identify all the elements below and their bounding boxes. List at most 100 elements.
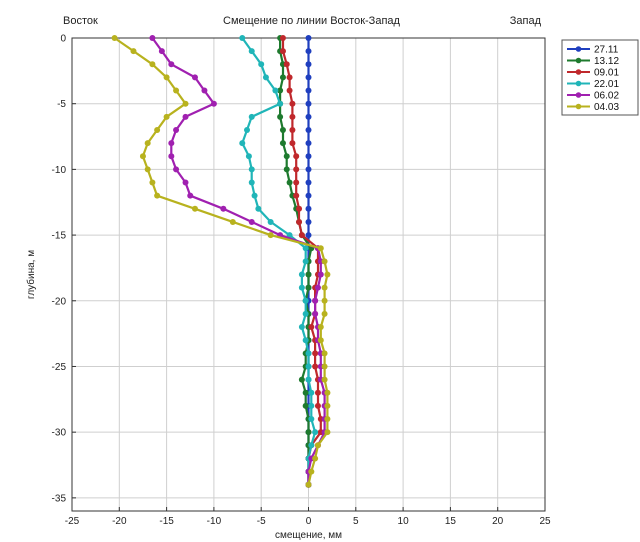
data-point <box>305 350 312 357</box>
data-point <box>312 350 319 357</box>
data-point <box>308 402 315 409</box>
data-point <box>248 218 255 225</box>
data-point <box>302 402 309 409</box>
data-point <box>149 61 156 68</box>
right-direction-label: Запад <box>510 15 542 27</box>
data-point <box>296 218 303 225</box>
legend-marker <box>575 80 582 87</box>
data-point <box>173 87 180 94</box>
x-tick-label: -15 <box>159 516 174 527</box>
x-tick-label: -10 <box>207 516 222 527</box>
data-point <box>286 179 293 186</box>
chart-title: Смещение по линии Восток-Запад <box>223 15 400 27</box>
data-point <box>191 74 198 81</box>
data-point <box>298 232 305 239</box>
data-point <box>317 337 324 344</box>
data-point <box>279 140 286 147</box>
data-point <box>302 245 309 252</box>
data-point <box>173 166 180 173</box>
data-point <box>248 179 255 186</box>
data-point <box>277 87 284 94</box>
data-point <box>305 192 312 199</box>
data-point <box>305 363 312 370</box>
y-tick-label: -20 <box>52 296 67 307</box>
y-axis-label: глубина, м <box>25 250 37 299</box>
data-point <box>293 166 300 173</box>
data-point <box>302 258 309 265</box>
x-tick-label: 20 <box>492 516 504 527</box>
data-point <box>154 126 161 133</box>
data-point <box>279 35 286 41</box>
data-point <box>258 61 265 68</box>
data-point <box>289 140 296 147</box>
series-3 <box>239 35 319 488</box>
data-point <box>111 35 118 41</box>
data-point <box>305 429 312 436</box>
data-point <box>168 153 175 160</box>
x-tick-label: -25 <box>65 516 80 527</box>
x-tick-label: 5 <box>353 516 359 527</box>
data-point <box>302 297 309 304</box>
data-point <box>324 429 331 436</box>
data-point <box>298 284 305 291</box>
data-point <box>321 297 328 304</box>
data-point <box>312 297 319 304</box>
data-point <box>139 153 146 160</box>
legend-marker <box>575 57 582 64</box>
x-tick-label: -20 <box>112 516 127 527</box>
data-point <box>262 74 269 81</box>
data-point <box>305 140 312 147</box>
data-point <box>154 192 161 199</box>
data-point <box>191 205 198 212</box>
legend-entry-label: 27.11 <box>594 45 619 56</box>
data-point <box>149 35 156 41</box>
data-point <box>279 48 286 55</box>
data-point <box>321 363 328 370</box>
data-point <box>308 389 315 396</box>
legend-entry-label: 13.12 <box>594 56 619 67</box>
data-point <box>305 100 312 107</box>
data-point <box>286 74 293 81</box>
data-point <box>305 35 312 41</box>
y-tick-label: -25 <box>52 362 67 373</box>
data-point <box>305 218 312 225</box>
data-point <box>312 455 319 462</box>
data-point <box>324 402 331 409</box>
data-point <box>168 61 175 68</box>
data-point <box>308 468 315 475</box>
data-point <box>251 192 258 199</box>
y-tick-label: -5 <box>57 99 66 110</box>
data-point <box>314 402 321 409</box>
data-point <box>220 205 227 212</box>
data-point <box>302 337 309 344</box>
data-point <box>308 324 315 331</box>
data-point <box>321 350 328 357</box>
data-point <box>305 481 312 488</box>
x-tick-label: 15 <box>445 516 457 527</box>
data-point <box>173 126 180 133</box>
data-point <box>239 140 246 147</box>
y-tick-label: 0 <box>60 34 66 45</box>
data-point <box>283 166 290 173</box>
data-point <box>289 113 296 120</box>
x-tick-label: -5 <box>257 516 266 527</box>
left-direction-label: Восток <box>63 15 98 27</box>
data-point <box>182 113 189 120</box>
y-tick-label: -35 <box>52 493 67 504</box>
legend-marker <box>575 92 582 98</box>
data-point <box>277 113 284 120</box>
data-point <box>283 61 290 68</box>
data-point <box>312 429 319 436</box>
data-point <box>289 100 296 107</box>
data-point <box>163 74 170 81</box>
data-point <box>245 153 252 160</box>
legend-marker <box>575 46 582 52</box>
data-point <box>308 416 315 423</box>
data-point <box>201 87 208 94</box>
data-point <box>321 376 328 383</box>
data-point <box>293 179 300 186</box>
data-point <box>210 100 217 107</box>
data-point <box>314 442 321 449</box>
